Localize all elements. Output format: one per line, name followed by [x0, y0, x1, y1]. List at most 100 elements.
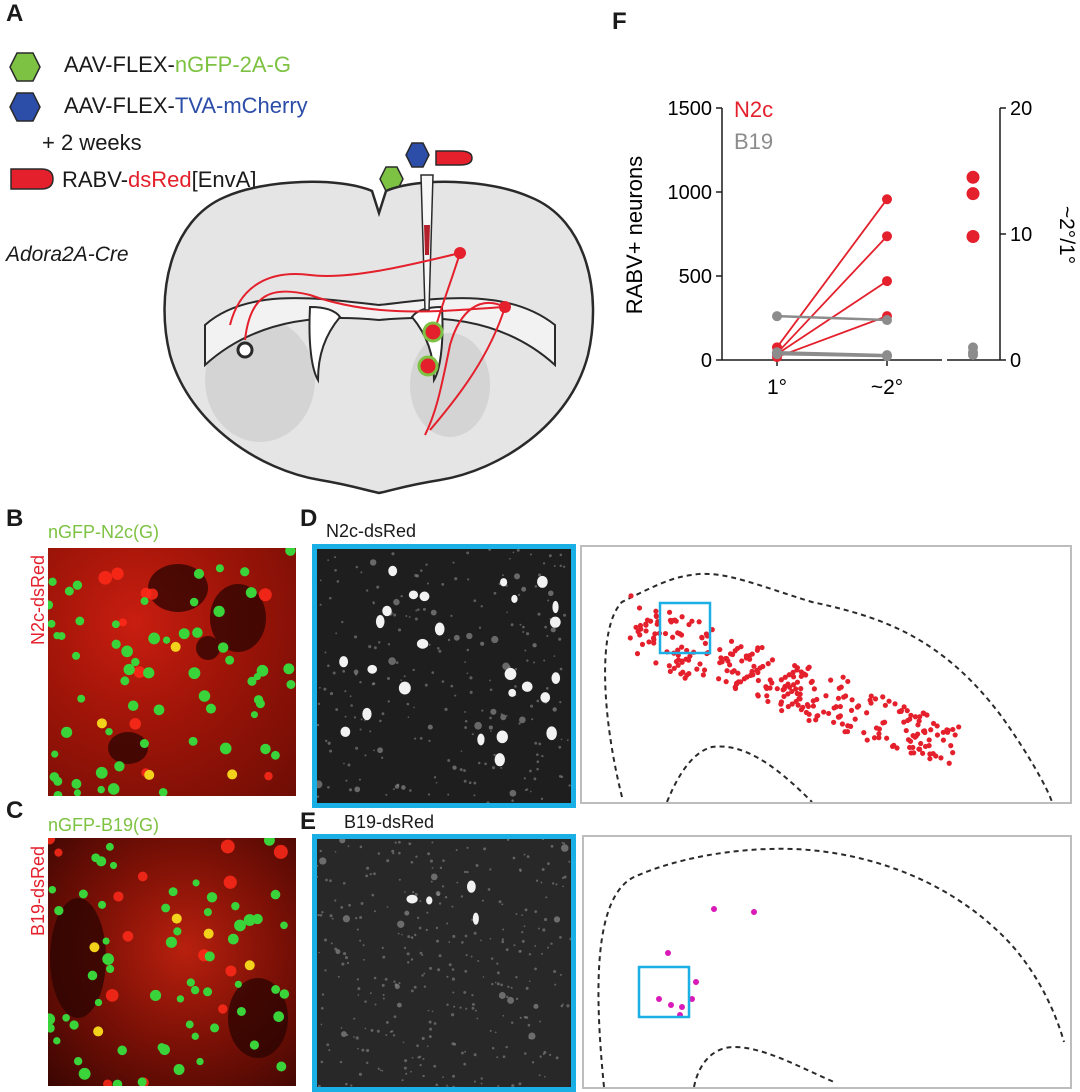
- background-speck: [546, 687, 549, 690]
- background-speck: [442, 1076, 444, 1078]
- green-cell: [250, 1040, 259, 1049]
- green-cell: [231, 902, 239, 910]
- n2c-cell-mark: [826, 711, 831, 716]
- background-speck: [547, 862, 550, 865]
- background-speck: [318, 952, 320, 954]
- data-point-b19: [772, 349, 782, 359]
- background-speck: [340, 1061, 342, 1063]
- background-speck: [541, 798, 543, 800]
- background-speck: [569, 938, 571, 941]
- green-cell: [54, 791, 63, 796]
- n2c-cell-mark: [941, 738, 946, 743]
- n2c-cell-mark: [775, 686, 780, 691]
- background-speck: [452, 562, 454, 564]
- n2c-cell-mark: [914, 733, 919, 738]
- background-speck: [330, 692, 333, 695]
- n2c-cell-mark: [755, 648, 760, 653]
- legend-n2c: N2c: [734, 97, 773, 122]
- background-speck: [386, 1021, 389, 1024]
- n2c-cell-mark: [834, 704, 839, 709]
- background-speck: [318, 1085, 321, 1087]
- n2c-cell-mark: [928, 727, 933, 732]
- faint-neuron: [452, 765, 456, 769]
- background-speck: [378, 1068, 380, 1070]
- green-cell: [108, 783, 120, 795]
- b19-cell-mark: [656, 996, 662, 1002]
- red-cell: [221, 840, 235, 854]
- panel-c-cells: [48, 838, 296, 1086]
- green-cell: [190, 598, 199, 607]
- n2c-cell-mark: [814, 697, 819, 702]
- background-speck: [423, 1058, 425, 1060]
- panel-letter-d: D: [300, 505, 317, 533]
- green-cell: [163, 636, 170, 643]
- background-speck: [398, 852, 401, 855]
- background-speck: [560, 668, 563, 671]
- green-cell: [204, 908, 212, 916]
- n2c-cell-mark: [796, 696, 801, 701]
- legend-row-tva: AAV-FLEX-TVA-mCherry: [64, 93, 308, 119]
- background-speck: [349, 788, 352, 791]
- background-speck: [503, 1055, 506, 1058]
- green-cell: [105, 728, 112, 735]
- background-speck: [453, 1006, 455, 1008]
- background-speck: [547, 599, 549, 601]
- background-speck: [528, 1024, 531, 1027]
- n2c-cell-mark: [840, 721, 845, 726]
- bright-neuron: [388, 566, 397, 576]
- bright-neuron: [552, 672, 561, 684]
- green-cell: [114, 761, 124, 771]
- faint-neuron: [500, 714, 506, 720]
- background-speck: [442, 885, 444, 887]
- background-speck: [388, 700, 390, 702]
- n2c-cell-mark: [845, 679, 850, 684]
- data-point-b19: [772, 311, 782, 321]
- n2c-cell-mark: [764, 693, 769, 698]
- x-tick-label: 1°: [767, 376, 787, 399]
- background-speck: [398, 628, 401, 631]
- right-y-tick-label: 20: [1010, 98, 1032, 120]
- background-speck: [563, 842, 565, 844]
- background-speck: [438, 650, 441, 653]
- n2c-cell-mark: [766, 661, 771, 666]
- background-speck: [511, 799, 514, 802]
- green-cell: [273, 1011, 284, 1022]
- green-cell: [196, 1058, 203, 1065]
- green-cell: [280, 921, 288, 929]
- background-speck: [531, 718, 533, 720]
- faint-neuron: [519, 717, 526, 724]
- background-speck: [345, 780, 347, 782]
- legend-highlight: TVA-mCherry: [175, 93, 308, 118]
- background-speck: [417, 917, 419, 919]
- background-speck: [376, 586, 379, 589]
- n2c-cell-mark: [679, 614, 684, 619]
- red-cell: [103, 1079, 112, 1086]
- ratio-point-n2c: [967, 187, 980, 200]
- n2c-cell-mark: [729, 639, 734, 644]
- background-speck: [417, 608, 420, 611]
- background-speck: [472, 1007, 475, 1010]
- background-speck: [375, 1004, 377, 1006]
- background-speck: [322, 993, 324, 995]
- n2c-cell-mark: [697, 619, 702, 624]
- background-speck: [398, 982, 400, 984]
- background-speck: [476, 1018, 478, 1020]
- panel-e-map: [582, 835, 1072, 1089]
- background-speck: [318, 703, 320, 705]
- background-speck: [317, 876, 318, 878]
- background-speck: [551, 845, 554, 848]
- background-speck: [473, 599, 476, 602]
- green-cell: [148, 633, 160, 645]
- background-speck: [437, 647, 440, 650]
- background-speck: [403, 1041, 405, 1043]
- background-speck: [502, 1015, 504, 1017]
- background-speck: [489, 717, 492, 720]
- background-speck: [507, 986, 509, 988]
- yellow-cell: [93, 1026, 103, 1036]
- background-speck: [355, 917, 357, 919]
- faint-neuron: [428, 725, 433, 730]
- background-speck: [426, 912, 428, 914]
- n2c-cell-mark: [868, 698, 873, 703]
- background-speck: [478, 762, 481, 765]
- background-speck: [563, 566, 565, 568]
